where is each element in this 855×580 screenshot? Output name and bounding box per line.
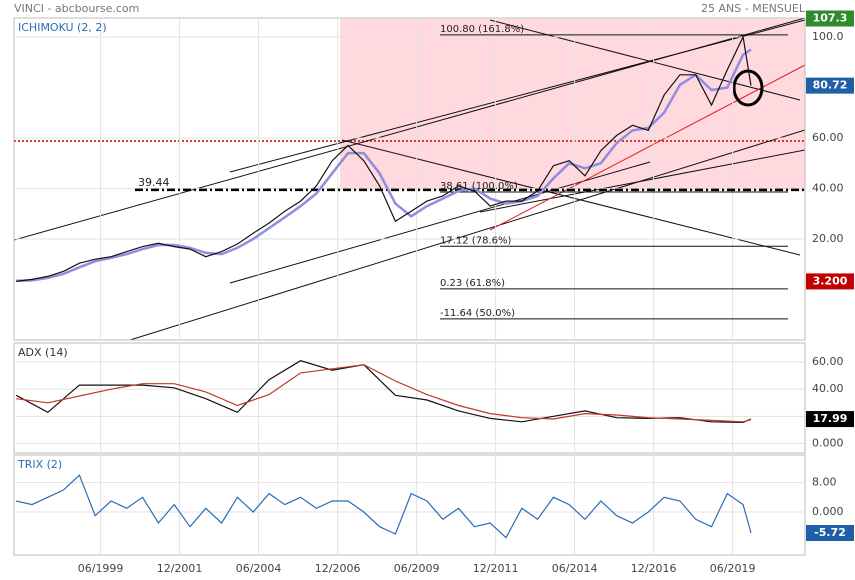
layout-background <box>14 18 805 340</box>
fib-label: -11.64 (50.0%) <box>440 308 515 319</box>
y-tick-label: 0.000 <box>812 436 844 449</box>
trendlines <box>14 18 805 340</box>
y-tick-label: 0.000 <box>812 505 844 518</box>
header-left: VINCI - abcbourse.com <box>14 2 139 15</box>
value-box <box>806 525 854 542</box>
y-tick-label: 100.0 <box>812 30 844 43</box>
panel-title: ICHIMOKU (2, 2) <box>18 21 107 34</box>
value-box <box>806 10 854 27</box>
x-tick-label: 06/2009 <box>394 562 440 575</box>
value-box-label: 3.200 <box>813 274 848 287</box>
fib-label: 38.61 (100.0%) <box>440 181 518 192</box>
panel-frame <box>13 17 806 341</box>
panel-title: TRIX (2) <box>17 458 62 471</box>
highlight-circle <box>732 69 764 107</box>
highlight-zone <box>340 19 805 190</box>
y-tick-label: 60.00 <box>812 355 844 368</box>
support-label: 39.44 <box>138 176 170 189</box>
x-tick-label: 12/2016 <box>631 562 677 575</box>
panel-frame <box>13 454 806 556</box>
y-tick-label: 40.00 <box>812 382 844 395</box>
series-line <box>15 360 752 424</box>
x-tick-label: 06/2014 <box>552 562 598 575</box>
series-line <box>16 364 752 423</box>
fib-label: 17.12 (78.6%) <box>440 235 511 246</box>
x-tick-label: 12/2011 <box>473 562 519 575</box>
x-tick-label: 06/2019 <box>710 562 756 575</box>
fib-label: 100.80 (161.8%) <box>440 24 524 35</box>
y-tick-label: 8.00 <box>812 476 837 489</box>
value-box-label: -5.72 <box>814 526 846 539</box>
value-box <box>806 411 854 428</box>
y-tick-label: 20.00 <box>812 232 844 245</box>
value-box <box>806 273 854 290</box>
panel-title: ADX (14) <box>18 346 68 359</box>
y-tick-label: 40.00 <box>812 181 844 194</box>
value-box <box>806 77 854 94</box>
x-tick-label: 12/2006 <box>315 562 361 575</box>
value-box-label: 80.72 <box>813 79 848 92</box>
plot-area <box>15 360 752 424</box>
value-box-label: 107.3 <box>813 12 848 25</box>
series-line <box>16 34 752 282</box>
series-line <box>16 48 752 282</box>
fib-label: 0.23 (61.8%) <box>440 278 505 289</box>
x-tick-label: 06/1999 <box>78 562 124 575</box>
plot-area <box>16 34 805 320</box>
series-line <box>16 474 752 539</box>
panel-frame <box>13 342 806 454</box>
x-tick-label: 12/2001 <box>157 562 203 575</box>
x-tick-label: 06/2004 <box>236 562 282 575</box>
value-box-label: 17.99 <box>813 412 848 425</box>
header-right: 25 ANS - MENSUEL <box>701 2 806 15</box>
y-tick-label: 60.00 <box>812 131 844 144</box>
plot-area <box>16 474 752 539</box>
